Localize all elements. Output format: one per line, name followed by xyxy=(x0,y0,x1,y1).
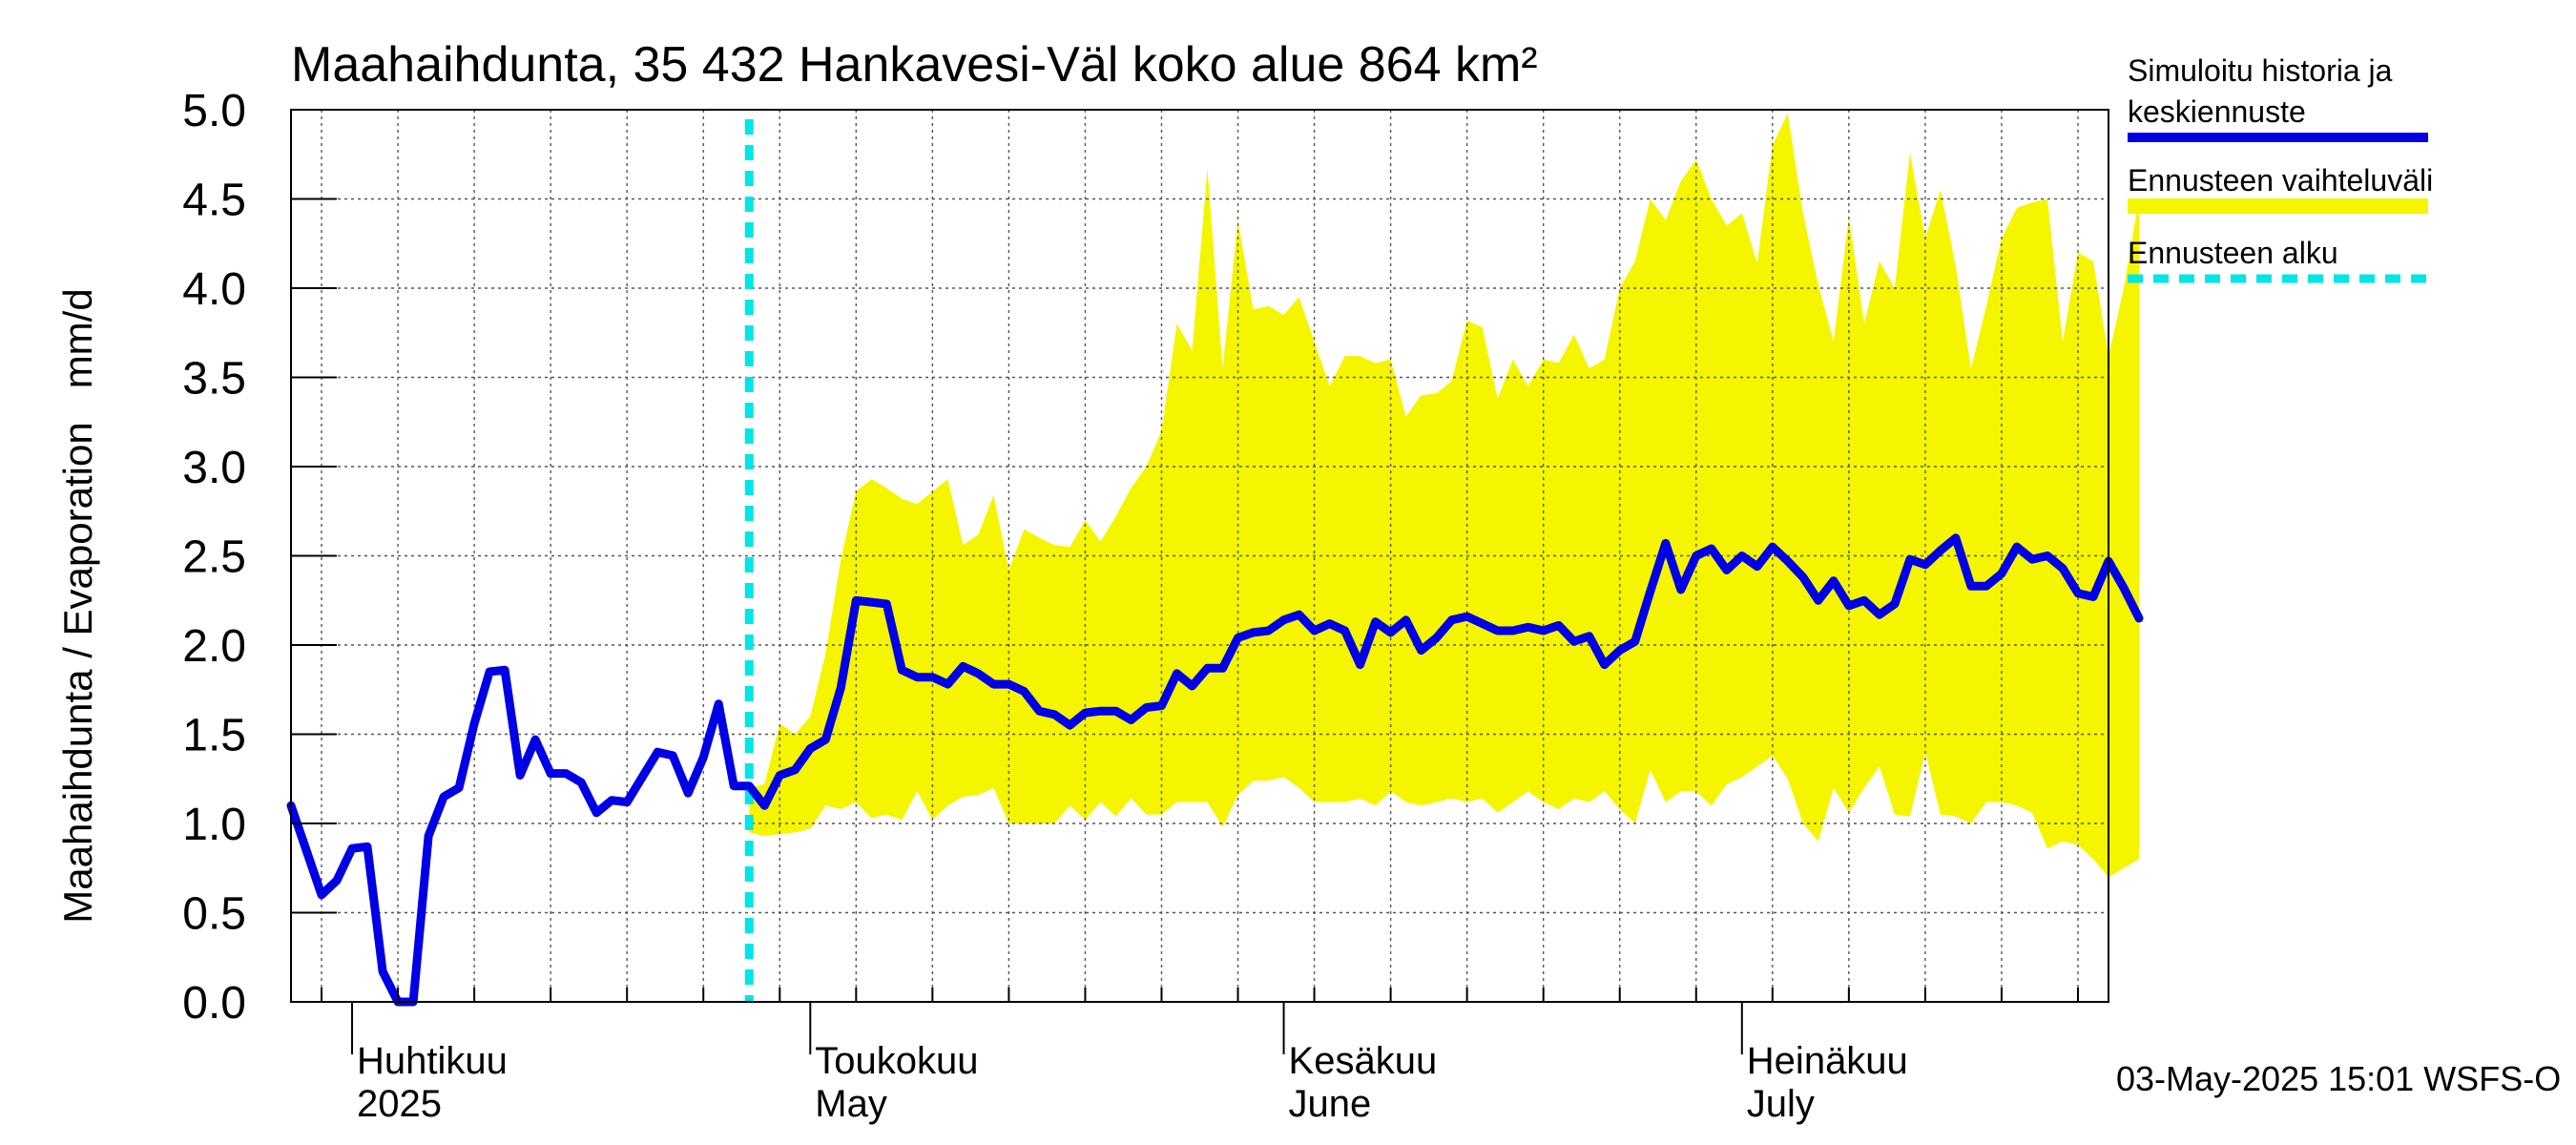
legend-label-history-line1: Simuloitu historia ja xyxy=(2128,53,2393,88)
grid-layer xyxy=(291,110,2109,1002)
y-tick-label: 2.0 xyxy=(182,621,246,672)
x-month-label-fi: Toukokuu xyxy=(815,1040,978,1082)
history-forecast-line xyxy=(286,533,2144,1007)
y-tick-label: 3.0 xyxy=(182,443,246,493)
plot-frame xyxy=(290,109,2109,1003)
y-tick-label: 0.0 xyxy=(182,978,246,1029)
x-month-label-fi: Heinäkuu xyxy=(1747,1040,1908,1082)
x-month-label-fi: Kesäkuu xyxy=(1289,1040,1438,1082)
forecast-range-layer xyxy=(749,113,2139,878)
legend-label-range: Ennusteen vaihteluväli xyxy=(2128,163,2433,198)
axis-layer: 0.0 0.5 1.0 1.5 2.0 2.5 3.0 3.5 4.0 4.5 5.0 Huhtiku… xyxy=(182,86,2109,1125)
forecast-range-band xyxy=(749,113,2139,878)
y-axis-label: Maahaihdunta / Evaporation mm/d xyxy=(55,288,100,923)
series-layer xyxy=(286,119,2144,1007)
y-tick-label: 5.0 xyxy=(182,86,246,136)
legend: Simuloitu historia ja keskiennuste Ennus… xyxy=(2128,53,2433,283)
y-tick-label: 4.5 xyxy=(182,176,246,226)
y-tick-label: 2.5 xyxy=(182,532,246,583)
legend-label-history-line2: keskiennuste xyxy=(2128,94,2306,129)
x-month-label-en: July xyxy=(1747,1083,1815,1125)
y-tick-label: 4.0 xyxy=(182,264,246,315)
x-month-label-en: 2025 xyxy=(357,1083,442,1125)
x-month-label-fi: Huhtikuu xyxy=(357,1040,508,1082)
y-tick-label: 1.5 xyxy=(182,711,246,761)
x-month-label-en: June xyxy=(1289,1083,1372,1125)
y-tick-label: 0.5 xyxy=(182,889,246,940)
x-month-label-en: May xyxy=(815,1083,887,1125)
y-tick-label: 3.5 xyxy=(182,354,246,405)
y-tick-label: 1.0 xyxy=(182,800,246,850)
chart-title: Maahaihdunta, 35 432 Hankavesi-Väl koko … xyxy=(291,37,1538,93)
timestamp: 03-May-2025 15:01 WSFS-O xyxy=(2116,1059,2561,1098)
legend-label-forecast-start: Ennusteen alku xyxy=(2128,236,2338,270)
